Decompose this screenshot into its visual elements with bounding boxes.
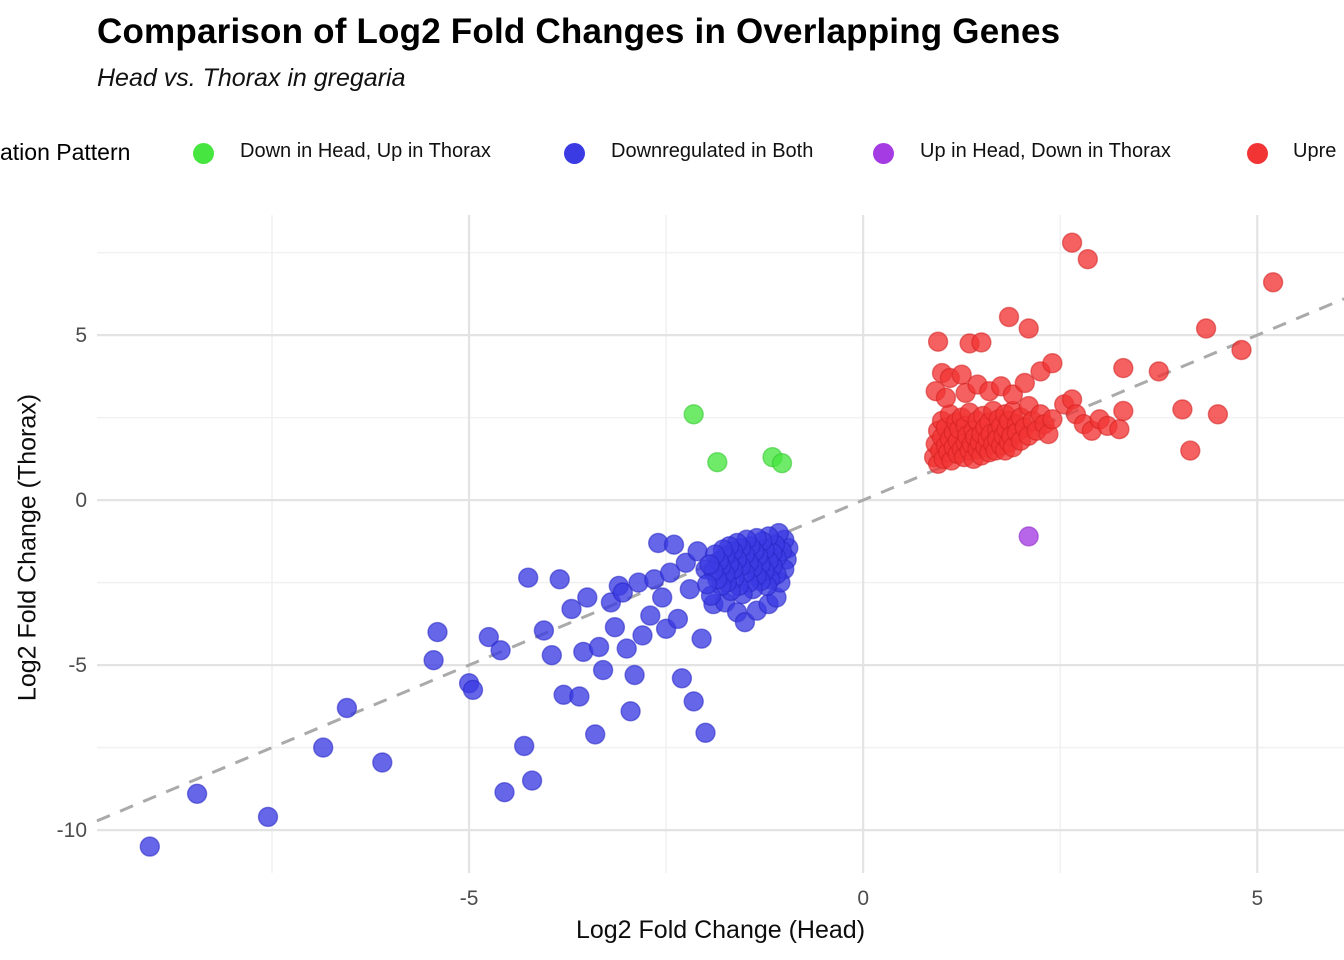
data-point [313,737,334,758]
data-point [561,598,582,620]
data-point [771,453,793,474]
data-point [1262,272,1284,293]
data-point [585,724,606,745]
data-point [707,452,728,473]
data-point [490,640,511,661]
data-point [1231,339,1252,361]
data-point [541,645,562,666]
data-point [588,636,610,658]
chart-subtitle: Head vs. Thorax in gregaria [97,64,406,92]
data-point [1077,249,1099,270]
legend: ation Pattern Down in Head, Up in Thorax… [0,136,1344,170]
data-point [372,752,393,773]
y-tick-label: 5 [75,324,87,347]
y-tick-label: -5 [68,654,87,677]
data-point [1014,372,1036,394]
data-point [592,659,614,681]
y-tick-label: -10 [57,819,87,842]
data-point [971,332,992,353]
data-point [935,387,957,408]
data-point [612,582,633,603]
legend-label: Upre [1293,140,1337,162]
data-point [1148,361,1170,382]
data-point [478,626,499,648]
legend-label: Downregulated in Both [611,140,814,162]
data-point [663,534,685,555]
data-point [671,668,693,689]
x-tick-label: 5 [1251,887,1263,910]
data-point [1113,357,1134,379]
data-point [699,554,720,575]
data-point [518,567,539,588]
data-point [1207,404,1229,425]
data-point [549,569,570,590]
data-point [624,664,645,686]
data-point [336,697,358,719]
data-point [683,404,704,425]
data-point [427,621,448,643]
x-tick-label: -5 [460,887,479,910]
data-point [569,686,590,707]
data-point [1113,400,1134,422]
data-point [667,608,689,630]
data-point [679,579,700,600]
data-point [1042,409,1063,430]
data-point [462,679,484,701]
data-point [1061,232,1083,253]
data-point [1109,419,1130,440]
data-point [257,806,279,828]
y-tick-label: 0 [75,489,87,512]
legend-swatch-purple-icon [873,143,894,164]
x-tick-label: 0 [857,887,869,910]
data-point [652,587,673,608]
data-point [1195,318,1217,339]
data-point [533,620,555,641]
chart-title: Comparison of Log2 Fold Changes in Overl… [97,12,1061,51]
legend-title: ation Pattern [0,139,131,165]
data-point [632,625,653,646]
data-point [616,638,637,659]
data-point [1042,353,1063,374]
data-point [521,770,543,791]
data-point [696,574,718,595]
data-point [659,562,681,583]
data-point [683,691,704,712]
legend-swatch-blue-icon [564,143,585,164]
data-point [186,783,208,804]
data-point [691,628,712,649]
legend-swatch-green-icon [193,143,214,164]
data-point [139,836,161,857]
data-point [577,587,598,608]
data-point [604,617,626,638]
x-axis-title: Log2 Fold Change (Head) [575,916,866,944]
data-point [423,650,444,671]
data-point [1018,318,1039,339]
data-point [640,605,661,626]
data-point [514,735,535,757]
data-point [1180,440,1201,461]
legend-label: Up in Head, Down in Thorax [920,140,1171,162]
legend-swatch-red-icon [1247,143,1268,164]
data-point [1172,399,1193,420]
data-point [998,306,1020,328]
data-point [620,701,641,722]
data-point [494,782,515,803]
legend-label: Down in Head, Up in Thorax [240,140,491,162]
y-axis-title: Log2 Fold Change (Thorax) [13,393,42,702]
data-point [927,331,949,352]
data-point [695,722,716,743]
data-point [1018,526,1039,547]
